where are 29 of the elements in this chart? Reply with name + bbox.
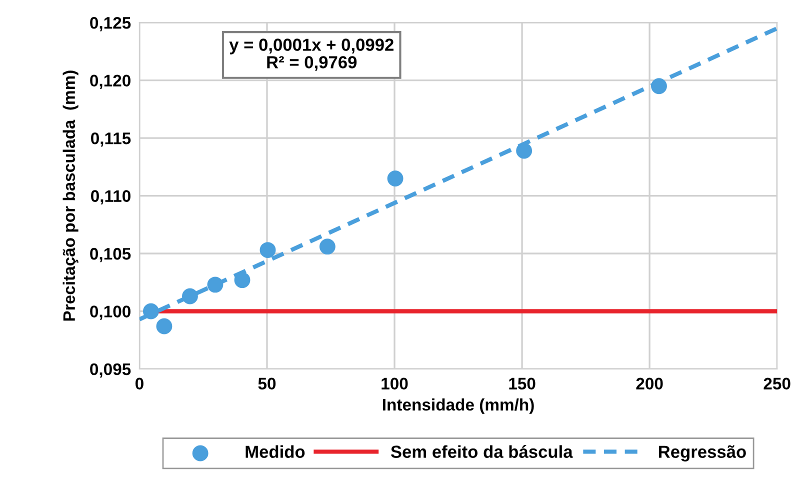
y-axis-title: Precitação por basculada (mm)	[62, 70, 78, 321]
point	[207, 276, 224, 293]
point	[234, 272, 250, 288]
point	[651, 78, 667, 94]
y-tick-label: 0,125	[90, 16, 131, 32]
y-tick-label: 0,120	[90, 74, 130, 89]
point	[387, 170, 404, 186]
x-tick-label: 250	[764, 378, 790, 390]
y-tick-label: 0,115	[91, 132, 131, 147]
annotation: y = 0,0001x + 0,0992 R² = 0,9769	[229, 38, 394, 71]
point	[156, 318, 172, 334]
x-tick-label: 150	[509, 378, 536, 390]
legend-label: Regressão	[658, 445, 746, 462]
legend-label: Sem efeito da báscula	[390, 445, 573, 458]
point	[182, 288, 198, 304]
legend-label: Medido	[246, 445, 305, 458]
point	[319, 238, 336, 255]
x-tick-label: 100	[382, 378, 408, 390]
point	[260, 242, 276, 258]
y-tick-label: 0,110	[91, 190, 130, 204]
y-tick-label: 0,105	[90, 248, 131, 262]
x-tick-label: 200	[636, 378, 663, 390]
x-axis-title: Intensidade (mm/h)	[383, 398, 534, 414]
y-tick-label: 0,095	[90, 363, 131, 378]
point	[516, 142, 532, 159]
point	[142, 303, 159, 320]
x-tick-label: 50	[258, 378, 276, 390]
y-tick-label: 0,100	[90, 306, 130, 320]
x-tick-label: 0	[136, 378, 144, 390]
